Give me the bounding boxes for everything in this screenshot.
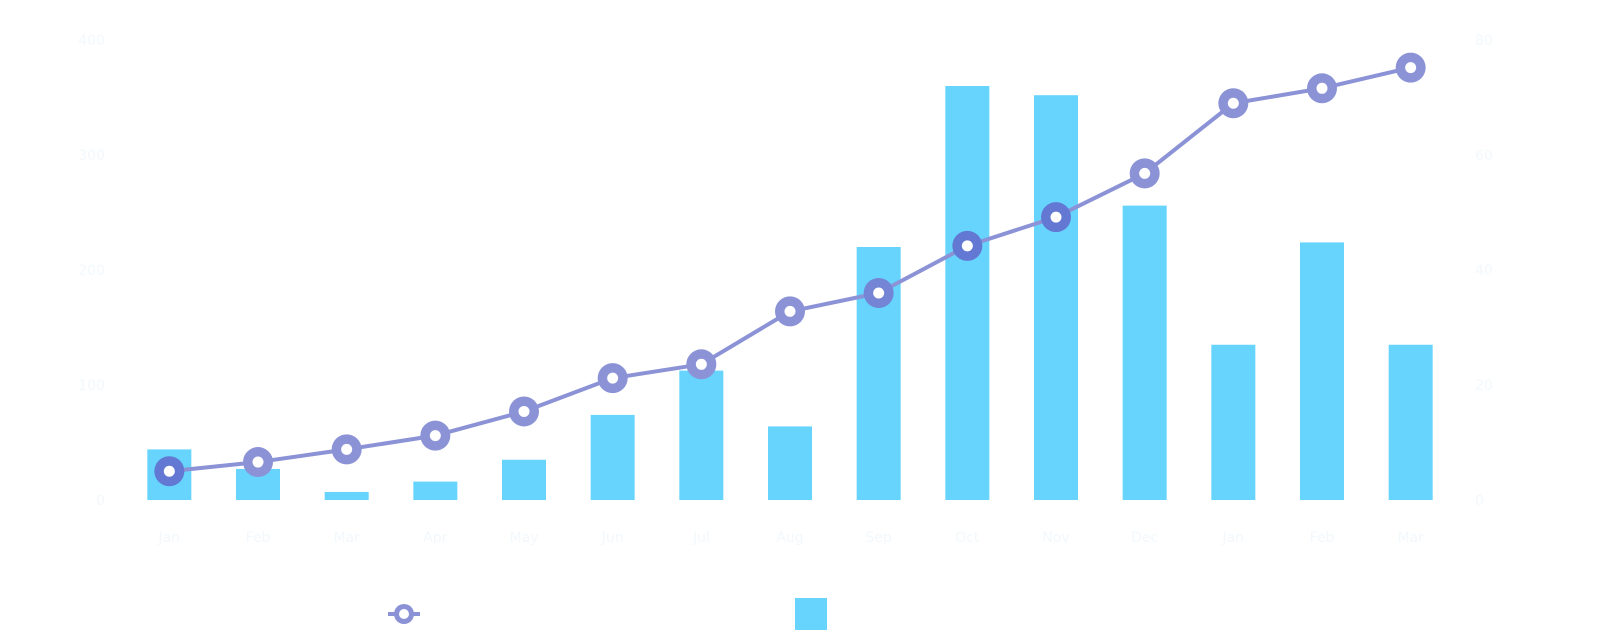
x-tick-label: Feb [1310,530,1335,546]
x-tick-label: May [510,530,539,546]
line-point-center [784,305,796,317]
line-point-center [873,287,885,299]
x-tick-label: Jun [601,530,624,546]
x-tick-label: Oct [955,530,980,546]
x-tick-label: Aug [776,530,803,546]
x-tick-label: Apr [423,530,447,546]
bar[interactable] [1388,344,1433,500]
x-tick-label: Sep [865,530,892,546]
x-tick-label: Feb [246,530,271,546]
line-point-center [961,240,973,252]
x-axis: Jan Feb Mar Apr May Jun Jul Aug Sep Oct Nov Dec Jan F… [158,530,1425,546]
line-point-center [429,430,441,442]
line-point-center [163,465,175,477]
bar[interactable] [324,491,369,500]
line-series [154,52,1426,487]
bar[interactable] [502,459,546,500]
legend-line-marker-center [399,609,409,619]
line-point-center [252,456,264,468]
legend-bar-swatch [795,598,827,630]
right-tick-label: 0 [1475,493,1484,509]
right-tick-label: 40 [1475,263,1493,279]
line-point-center [1405,62,1417,74]
bar[interactable] [1122,205,1167,500]
x-tick-label: Jan [158,530,181,546]
line-point-center [695,358,707,370]
left-tick-label: 100 [78,378,105,394]
line-point-center [1050,211,1062,223]
x-tick-label: Mar [333,530,360,546]
bar[interactable] [590,414,635,500]
line-point-center [1227,97,1239,109]
line-point-center [341,443,353,455]
left-axis: 0 100 200 300 400 [78,33,105,509]
x-tick-label: Jan [1222,530,1245,546]
bar[interactable] [413,481,458,500]
left-tick-label: 200 [78,263,105,279]
bar[interactable] [1211,344,1256,500]
x-tick-label: Dec [1131,530,1158,546]
legend-item-line[interactable] [388,604,420,624]
bar[interactable] [1034,95,1078,500]
right-axis: 0 20 40 60 80 [1475,33,1493,509]
right-tick-label: 80 [1475,33,1493,49]
left-tick-label: 0 [96,493,105,509]
line-point-center [1139,167,1151,179]
line-point-center [518,405,530,417]
x-tick-label: Nov [1042,530,1069,546]
left-tick-label: 300 [78,148,105,164]
line-point-center [607,372,619,384]
right-tick-label: 60 [1475,148,1493,164]
right-tick-label: 20 [1475,378,1493,394]
x-tick-label: Jul [692,530,710,546]
bar[interactable] [768,426,812,500]
bar[interactable] [679,370,724,500]
x-tick-label: Mar [1397,530,1424,546]
left-tick-label: 400 [78,33,105,49]
line-point-center [1316,82,1328,94]
bar[interactable] [1300,242,1344,500]
legend-item-bar[interactable] [795,598,827,630]
bar-series [147,86,1433,500]
bar[interactable] [945,86,990,500]
legend[interactable] [388,598,827,630]
